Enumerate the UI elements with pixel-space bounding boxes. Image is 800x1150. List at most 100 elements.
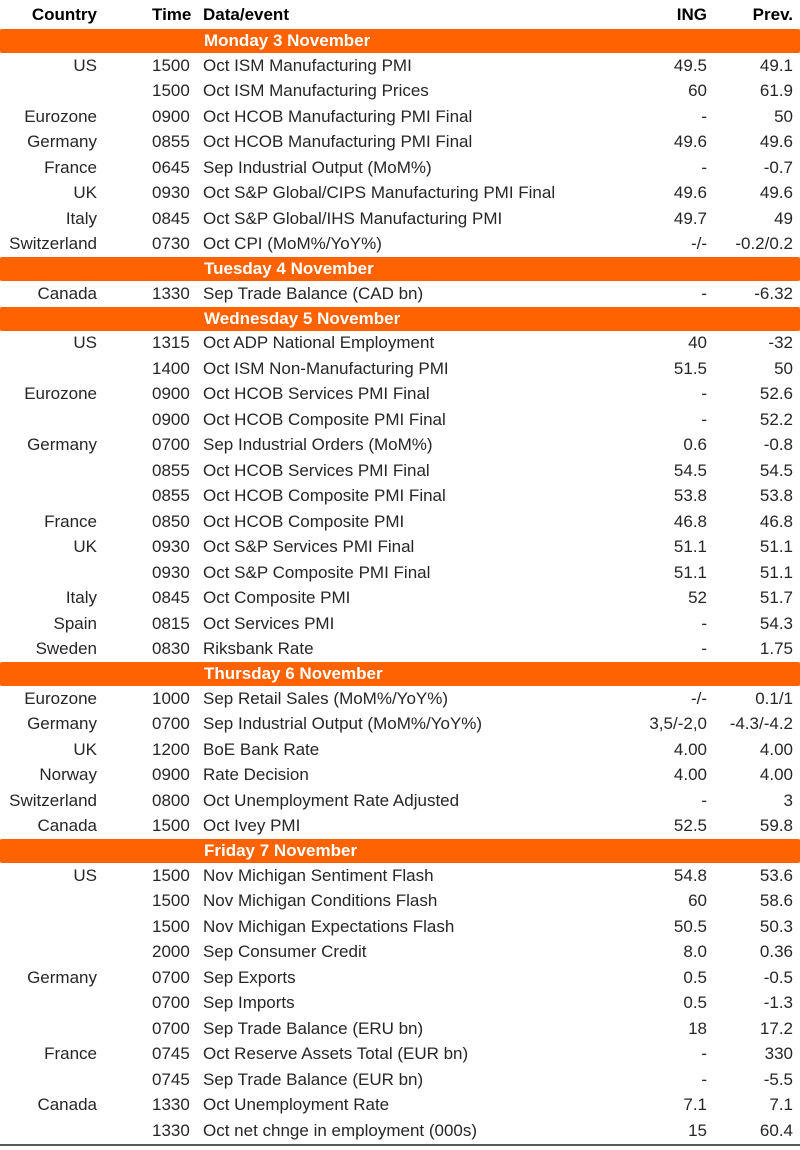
table-header-row: Country Time Data/event ING Prev. [0,0,800,29]
ing-forecast-cell: - [701,639,707,659]
table-row: Switzerland 0730 Oct CPI (MoM%/YoY%) -/- -0.… [0,232,800,258]
time-cell: 0850 [152,511,190,531]
table-row: France 0745 Oct Reserve Assets Total (EUR … [0,1042,800,1068]
previous-value-cell: 58.6 [759,891,793,911]
country-cell: Italy [65,208,97,228]
table-row: Eurozone 0900 Oct HCOB Manufacturing PMI F… [0,104,800,130]
table-row: 0700 Sep Imports 0.5 -1.3 [0,991,800,1017]
ing-forecast-cell: 49.6 [673,132,707,152]
table-row: UK 1200 BoE Bank Rate 4.00 4.00 [0,737,800,763]
ing-forecast-cell: 49.5 [673,55,707,75]
ing-forecast-cell: - [701,157,707,177]
event-cell: Oct Reserve Assets Total (EUR bn) [203,1044,469,1064]
table-row: 1500 Oct ISM Manufacturing Prices 60 61.9 [0,79,800,105]
previous-value-cell: -5.5 [763,1069,793,1089]
ing-forecast-cell: 60 [688,81,707,101]
previous-value-cell: 51.1 [759,562,793,582]
previous-value-cell: -0.2/0.2 [735,234,793,254]
table-row: Canada 1500 Oct Ivey PMI 52.5 59.8 [0,814,800,840]
country-cell: Eurozone [24,384,97,404]
country-cell: France [44,511,97,531]
ing-forecast-cell: -/- [690,234,707,254]
ing-forecast-cell: - [701,613,707,633]
event-cell: Nov Michigan Sentiment Flash [203,865,434,885]
previous-value-cell: 7.1 [769,1095,793,1115]
ing-forecast-cell: 53.8 [673,486,707,506]
event-cell: Sep Consumer Credit [203,942,367,962]
country-cell: US [73,865,97,885]
table-row: 1400 Oct ISM Non-Manufacturing PMI 51.5 50 [0,356,800,382]
previous-value-cell: -4.3/-4.2 [729,714,793,734]
previous-value-cell: -0.8 [763,435,793,455]
country-cell: Canada [37,283,97,303]
table-row: France 0645 Sep Industrial Output (MoM%) - -… [0,155,800,181]
time-cell: 0855 [152,132,190,152]
time-cell: 1315 [152,333,190,353]
country-cell: US [73,333,97,353]
ing-forecast-cell: 60 [688,891,707,911]
table-row: UK 0930 Oct S&P Global/CIPS Manufacturing … [0,181,800,207]
ing-forecast-cell: 3,5/-2,0 [649,714,707,734]
day-section-label: Thursday 6 November [204,664,383,683]
event-cell: Oct Composite PMI [203,588,351,608]
time-cell: 0930 [152,537,190,557]
ing-forecast-cell: 54.8 [673,865,707,885]
previous-value-cell: 52.2 [759,409,793,429]
event-cell: Sep Industrial Output (MoM%/YoY%) [203,714,483,734]
event-cell: BoE Bank Rate [203,739,320,759]
table-row: Germany 0855 Oct HCOB Manufacturing PMI Fi… [0,130,800,156]
day-section-label: Tuesday 4 November [204,259,374,278]
previous-value-cell: 50.3 [759,916,793,936]
ing-forecast-cell: - [701,384,707,404]
time-cell: 0800 [152,790,190,810]
event-cell: Oct S&P Services PMI Final [203,537,415,557]
ing-forecast-cell: 51.1 [673,537,707,557]
event-cell: Oct Unemployment Rate [203,1095,390,1115]
time-cell: 0745 [152,1069,190,1089]
time-cell: 0900 [152,384,190,404]
time-cell: 0730 [152,234,190,254]
table-row: 0930 Oct S&P Composite PMI Final 51.1 51.1 [0,560,800,586]
ing-forecast-cell: 52.5 [673,816,707,836]
country-cell: Germany [27,132,97,152]
ing-forecast-cell: 46.8 [673,511,707,531]
ing-forecast-cell: 51.1 [673,562,707,582]
time-cell: 0855 [152,486,190,506]
ing-forecast-cell: 51.5 [673,358,707,378]
ing-forecast-cell: 40 [688,333,707,353]
table-row: US 1500 Oct ISM Manufacturing PMI 49.5 49.1 [0,53,800,79]
column-header-ing: ING [676,4,707,24]
column-header-time: Time [152,4,192,24]
event-cell: Oct Services PMI [203,613,335,633]
previous-value-cell: -1.3 [763,993,793,1013]
event-cell: Sep Industrial Orders (MoM%) [203,435,433,455]
table-row: Canada 1330 Sep Trade Balance (CAD bn) - -6.… [0,281,800,307]
time-cell: 0900 [152,765,190,785]
table-row: Eurozone 1000 Sep Retail Sales (MoM%/YoY%)… [0,686,800,712]
column-header-event: Data/event [203,4,289,24]
day-section-band: Monday 3 November [0,29,800,53]
previous-value-cell: 0.1/1 [755,688,793,708]
day-section-band: Wednesday 5 November [0,306,800,331]
country-cell: Canada [37,816,97,836]
previous-value-cell: 60.4 [759,1120,793,1140]
ing-forecast-cell: - [701,409,707,429]
ing-forecast-cell: 4.00 [673,765,707,785]
event-cell: Oct HCOB Composite PMI Final [203,409,446,429]
table-row: Germany 0700 Sep Industrial Orders (MoM%) 0… [0,433,800,459]
ing-forecast-cell: 15 [688,1120,707,1140]
time-cell: 0830 [152,639,190,659]
table-row: Eurozone 0900 Oct HCOB Services PMI Final -… [0,382,800,408]
table-row: 0900 Oct HCOB Composite PMI Final - 52.2 [0,407,800,433]
table-row: Germany 0700 Sep Industrial Output (MoM%/Y… [0,712,800,738]
country-cell: Eurozone [24,106,97,126]
event-cell: Oct ADP National Employment [203,333,435,353]
day-section-label: Monday 3 November [204,31,371,50]
ing-forecast-cell: 49.7 [673,208,707,228]
ing-forecast-cell: 52 [688,588,707,608]
ing-forecast-cell: - [701,1044,707,1064]
event-cell: Oct HCOB Services PMI Final [203,460,430,480]
time-cell: 0845 [152,588,190,608]
ing-forecast-cell: 0.5 [683,993,707,1013]
